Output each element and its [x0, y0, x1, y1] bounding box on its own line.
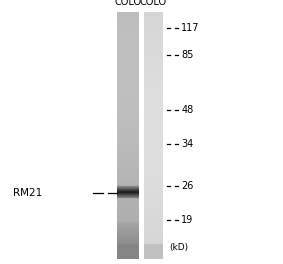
Text: COLO: COLO	[140, 0, 167, 7]
Text: 85: 85	[181, 50, 194, 60]
Text: 19: 19	[181, 215, 193, 225]
Text: (kD): (kD)	[169, 243, 188, 252]
Text: COLO: COLO	[115, 0, 142, 7]
Text: 34: 34	[181, 139, 193, 149]
Text: 26: 26	[181, 181, 194, 191]
Text: RM21: RM21	[13, 188, 42, 198]
Text: 117: 117	[181, 23, 200, 33]
Text: 48: 48	[181, 105, 193, 115]
